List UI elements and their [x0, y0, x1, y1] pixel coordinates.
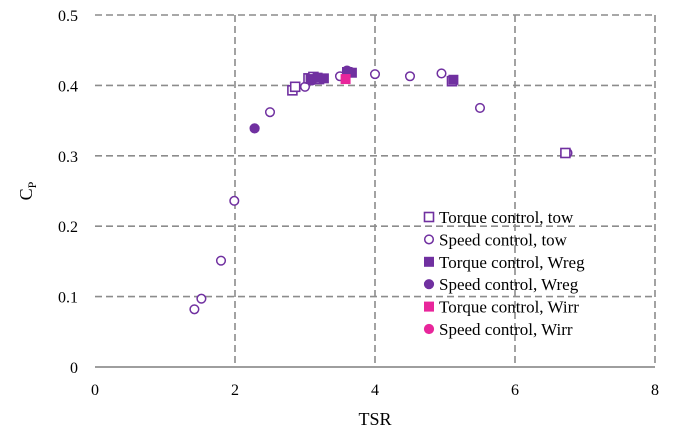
data-point	[196, 293, 207, 304]
data-point	[346, 67, 357, 78]
y-tick-label: 0.3	[58, 149, 78, 166]
legend-label: Torque control, tow	[439, 208, 574, 227]
data-point	[369, 69, 381, 80]
legend-marker	[423, 211, 435, 223]
y-axis-title-subscript: P	[25, 181, 39, 188]
y-tick-label: 0.4	[58, 78, 78, 95]
legend-marker	[423, 234, 435, 245]
data-point	[215, 255, 227, 266]
y-tick-label: 0.5	[58, 8, 78, 25]
data-point	[318, 73, 329, 84]
data-point	[560, 147, 571, 159]
x-tick-label: 4	[371, 382, 379, 399]
legend-label: Speed control, Wirr	[439, 320, 573, 339]
axes: 0 2 4 6 8 0 0.1 0.2 0.3 0.4 0.5	[58, 8, 659, 399]
data-point	[249, 123, 260, 134]
data-marks	[189, 65, 573, 315]
legend: Torque control, tow Speed control, tow Tor…	[423, 208, 585, 339]
legend-marker	[424, 301, 434, 312]
x-tick-label: 8	[651, 382, 659, 399]
data-point	[448, 74, 459, 85]
legend-label: Speed control, tow	[439, 230, 568, 249]
data-point	[404, 71, 416, 82]
y-tick-label: 0	[70, 360, 78, 377]
legend-marker	[424, 256, 434, 267]
data-point	[289, 81, 301, 93]
data-point	[474, 102, 486, 113]
y-axis-title: CP	[16, 181, 39, 200]
x-tick-label: 0	[91, 382, 99, 399]
data-point	[436, 68, 447, 79]
y-tick-label: 0.2	[58, 219, 78, 236]
data-point	[229, 195, 240, 206]
x-tick-label: 6	[511, 382, 519, 399]
legend-marker	[423, 279, 435, 290]
data-point	[189, 304, 200, 315]
legend-label: Torque control, Wreg	[439, 253, 585, 272]
legend-label: Speed control, Wreg	[439, 275, 579, 294]
legend-marker	[423, 323, 435, 335]
x-tick-label: 2	[231, 382, 239, 399]
data-point	[340, 74, 351, 85]
y-tick-label: 0.1	[58, 290, 78, 307]
x-axis-title: TSR	[358, 409, 391, 429]
legend-label: Torque control, Wirr	[439, 298, 579, 317]
data-point	[264, 107, 276, 118]
